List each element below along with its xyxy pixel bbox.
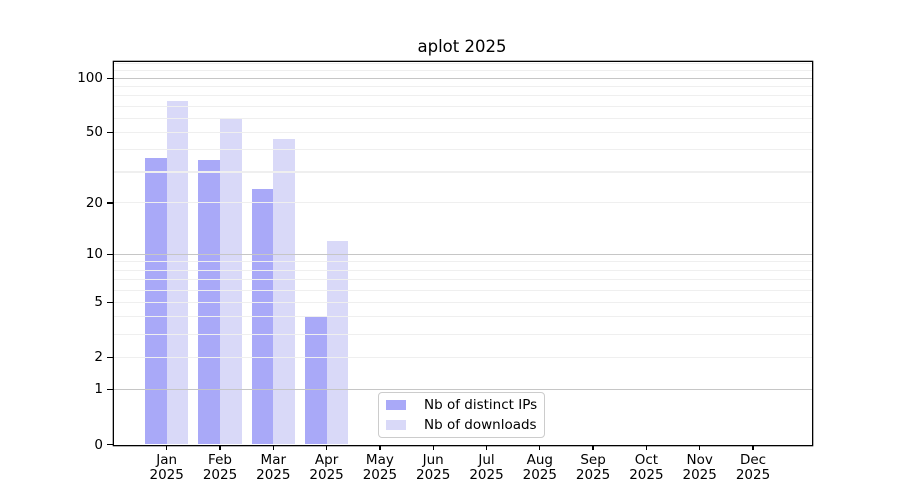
y-tick-mark [107, 388, 113, 391]
y-tick-mark [107, 77, 113, 79]
legend-row-downloads: Nb of downloads [386, 417, 544, 434]
y-tick-mark [107, 301, 113, 303]
x-tick-label-mar: Mar 2025 [256, 451, 291, 483]
bar-nb-of-distinct-ips-mar [251, 189, 274, 445]
y-tick-label: 20 [85, 194, 103, 211]
bar-nb-of-distinct-ips-jan [145, 157, 167, 445]
x-tick-mark [592, 444, 594, 450]
y-tick-label: 5 [94, 294, 103, 311]
chart-title: aplot 2025 [417, 37, 507, 56]
legend-swatch-downloads-icon [386, 420, 406, 430]
x-tick-label-aug: Aug 2025 [522, 451, 557, 483]
gridline-minor [113, 149, 812, 151]
x-tick-label-dec: Dec 2025 [735, 451, 771, 483]
bar-nb-of-distinct-ips-feb [198, 160, 220, 445]
gridline-minor [113, 63, 812, 65]
x-tick-mark [432, 444, 434, 450]
y-tick-label: 100 [77, 70, 103, 87]
x-tick-mark [379, 444, 381, 450]
y-tick-label: 0 [94, 436, 103, 453]
gridline-minor [113, 117, 812, 119]
x-tick-mark [272, 444, 274, 450]
y-tick-mark [107, 253, 113, 255]
gridline-minor [113, 95, 812, 97]
x-tick-label-sep: Sep 2025 [575, 451, 611, 483]
x-tick-label-jun: Jun 2025 [416, 451, 451, 483]
y-tick-mark [107, 443, 113, 446]
y-tick-label: 10 [85, 246, 103, 263]
gridline-minor [113, 105, 812, 107]
x-tick-label-nov: Nov 2025 [682, 451, 717, 483]
gridline-major [113, 77, 812, 79]
x-tick-label-apr: Apr 2025 [309, 451, 344, 483]
x-tick-label-feb: Feb 2025 [202, 451, 238, 483]
x-tick-label-jan: Jan 2025 [149, 451, 184, 483]
x-tick-mark [325, 444, 328, 450]
legend-label-downloads: Nb of downloads [424, 416, 537, 433]
legend-label-distinct-ips: Nb of distinct IPs [424, 396, 538, 413]
gridline-minor [113, 70, 812, 72]
bar-nb-of-downloads-jan [166, 100, 189, 445]
bar-nb-of-downloads-mar [273, 138, 295, 445]
y-tick-mark [107, 202, 113, 204]
y-tick-label: 2 [94, 349, 103, 366]
bar-nb-of-downloads-apr [326, 240, 349, 445]
bar-nb-of-downloads-feb [220, 118, 242, 445]
gridline-minor [113, 131, 812, 134]
x-tick-mark [485, 444, 488, 450]
y-tick-label: 50 [85, 124, 103, 141]
plot-area [113, 61, 812, 445]
legend-swatch-distinct-ips-icon [386, 400, 406, 410]
x-tick-label-jul: Jul 2025 [469, 451, 504, 483]
x-tick-mark [645, 444, 648, 450]
x-tick-label-oct: Oct 2025 [629, 451, 664, 483]
x-tick-mark [219, 444, 221, 450]
x-tick-mark [166, 444, 168, 450]
y-tick-mark [107, 131, 113, 134]
x-tick-label-may: May 2025 [362, 451, 398, 483]
legend-row-distinct-ips: Nb of distinct IPs [386, 397, 544, 414]
y-tick-label: 1 [94, 381, 103, 398]
y-tick-mark [107, 356, 113, 358]
x-tick-mark [539, 444, 541, 450]
legend: Nb of distinct IPs Nb of downloads [378, 392, 545, 438]
gridline-minor [113, 85, 812, 88]
x-tick-mark [699, 444, 701, 450]
x-tick-mark [752, 444, 754, 450]
bar-nb-of-distinct-ips-apr [305, 316, 327, 445]
